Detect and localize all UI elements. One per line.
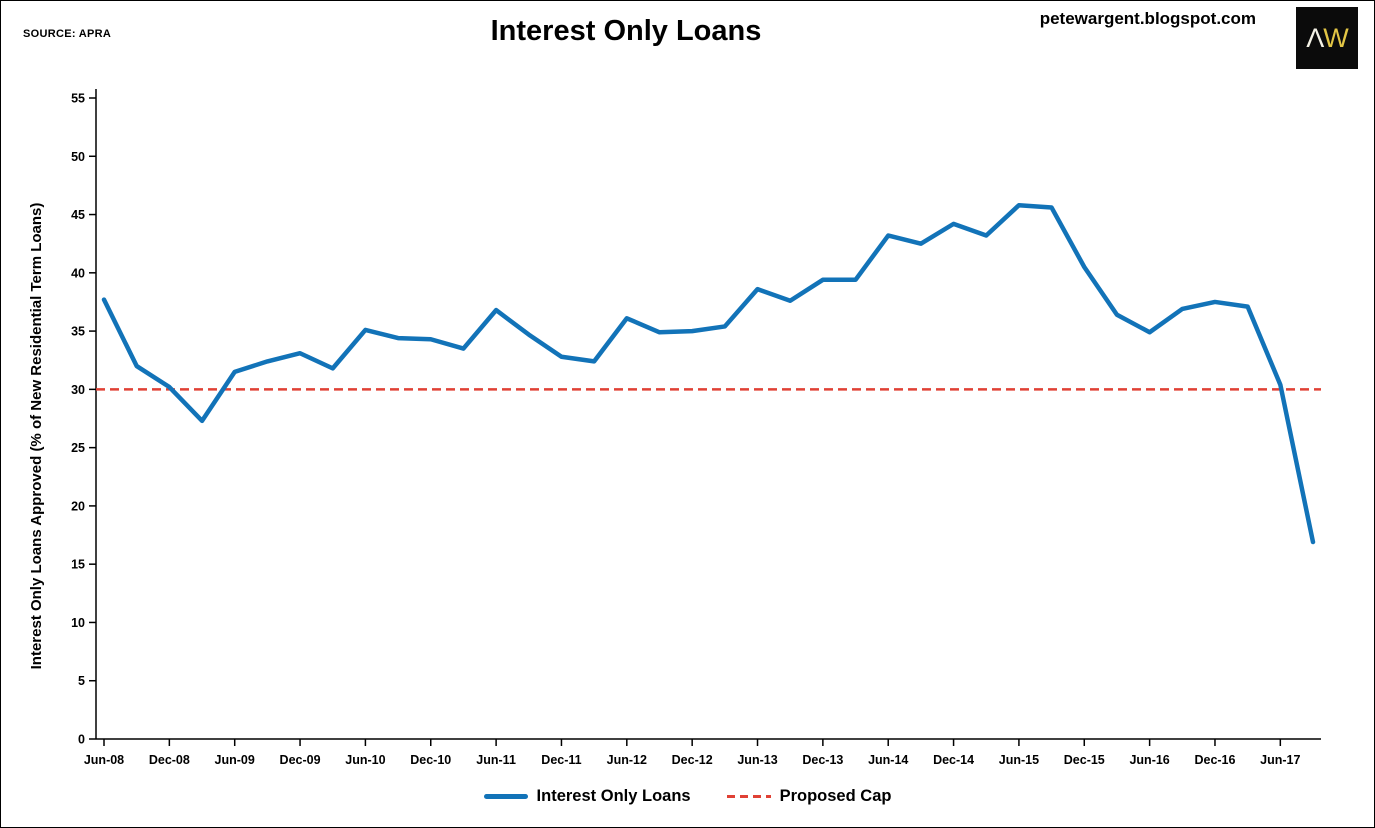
x-axis-tick-label: Jun-11 [476,753,516,767]
x-axis-tick-label: Dec-13 [802,753,843,767]
legend-item-proposed-cap: Proposed Cap [726,787,892,806]
source-label: SOURCE: APRA [23,28,112,40]
logo-lambda-glyph: Λ [1306,22,1324,53]
x-axis-tick-label: Jun-12 [607,753,647,767]
x-axis-tick-label: Jun-13 [737,753,777,767]
legend-swatch-interest-only-loans [483,794,528,799]
legend-label-proposed-cap: Proposed Cap [779,787,892,805]
x-axis-tick-label: Jun-10 [345,753,385,767]
x-axis-tick-label: Dec-14 [933,753,974,767]
x-axis-tick-label: Dec-09 [280,753,321,767]
blog-url: petewargent.blogspot.com [1039,9,1256,28]
title-container: Interest Only Loans [1,15,1251,48]
x-axis-tick-label: Jun-17 [1260,753,1300,767]
y-axis-tick-label: 55 [71,92,85,106]
x-axis-tick-label: Jun-08 [84,753,124,767]
y-axis-tick-label: 35 [71,325,85,339]
y-axis-tick-label: 0 [78,733,85,747]
y-axis-tick-label: 30 [71,383,85,397]
chart-title: Interest Only Loans [490,15,762,47]
y-axis-tick-label: 10 [71,616,85,630]
legend-item-interest-only-loans: Interest Only Loans [483,787,691,806]
y-axis-tick-label: 50 [71,150,85,164]
interest-only-loans-line [101,202,1316,545]
x-axis-tick-label: Jun-14 [868,753,908,767]
x-axis-tick-label: Jun-15 [999,753,1039,767]
chart-legend: Interest Only Loans Proposed Cap [1,787,1374,806]
legend-label-interest-only-loans: Interest Only Loans [536,787,691,805]
y-axis-tick-label: 45 [71,208,85,222]
x-axis-tick-label: Dec-15 [1064,753,1105,767]
x-axis-tick-label: Dec-10 [410,753,451,767]
logo-w-glyph: W [1323,22,1349,53]
y-axis-tick-label: 15 [71,558,85,572]
x-axis-tick-label: Jun-16 [1129,753,1169,767]
y-axis-tick-label: 20 [71,499,85,513]
y-axis-tick-label: 25 [71,441,85,455]
x-axis-tick-label: Dec-11 [541,753,581,767]
x-axis-tick-label: Dec-16 [1194,753,1235,767]
y-axis-tick-label: 40 [71,266,85,280]
y-axis-tick-label: 5 [78,674,85,688]
x-axis-tick-label: Jun-09 [215,753,255,767]
legend-swatch-proposed-cap [726,795,771,798]
x-axis-tick-label: Dec-08 [149,753,190,767]
x-axis-tick-label: Dec-12 [672,753,713,767]
